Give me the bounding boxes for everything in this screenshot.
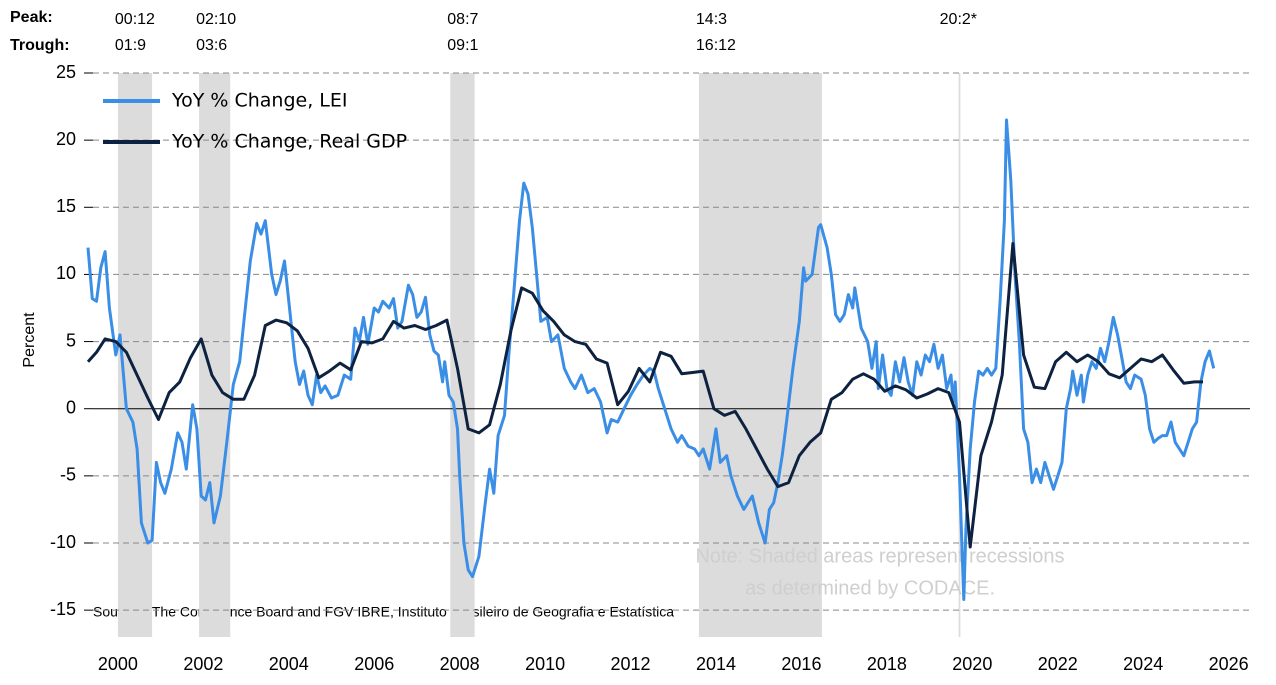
x-tick-label: 2006 [354,654,394,674]
peak-label: 14:3 [696,11,727,28]
x-tick-label: 2018 [867,654,907,674]
peak-label: 20:2* [940,11,977,28]
x-tick-label: 2000 [98,654,138,674]
y-tick-label: 20 [56,129,76,149]
x-tick-label: 2022 [1038,654,1078,674]
peak-label: 02:10 [196,11,236,28]
x-tick-label: 2008 [440,654,480,674]
peak-label: 08:7 [447,11,478,28]
y-tick-label: 25 [56,62,76,82]
legend-label: YoY % Change, LEI [171,90,347,112]
recession-band [698,73,822,637]
x-tick-label: 2026 [1209,654,1249,674]
peak-title: Peak: [10,9,53,26]
note: as determined by CODACE. [745,577,995,599]
trough-label: 01:9 [115,37,146,54]
x-tick-label: 2004 [269,654,309,674]
x-tick-label: 2012 [611,654,651,674]
y-tick-label: 5 [66,330,76,350]
trough-label: 03:6 [196,37,227,54]
y-tick-label: -5 [60,465,76,485]
y-tick-label: -15 [50,599,76,619]
note: Note: Shaded areas represent recessions [695,545,1064,567]
x-tick-label: 2010 [525,654,565,674]
y-axis-label: Percent [21,312,38,368]
peak-label: 00:12 [115,11,155,28]
recession-band [199,73,231,637]
trough-title: Trough: [10,37,70,54]
trough-label: 09:1 [447,37,478,54]
x-tick-label: 2002 [183,654,223,674]
y-tick-label: 0 [66,397,76,417]
source: Sources: The Conference Board and FGV IB… [93,604,674,620]
y-tick-label: 10 [56,263,76,283]
line-series [86,118,1216,601]
y-tick-label: 15 [56,196,76,216]
line-series [86,242,1203,549]
x-tick-label: 2024 [1123,654,1163,674]
legend-label: YoY % Change, Real GDP [171,131,407,153]
x-tick-label: 2016 [781,654,821,674]
y-tick-label: -10 [50,532,76,552]
x-tick-label: 2020 [952,654,992,674]
trough-label: 16:12 [696,37,736,54]
recession-band [958,73,961,637]
x-tick-label: 2014 [696,654,736,674]
